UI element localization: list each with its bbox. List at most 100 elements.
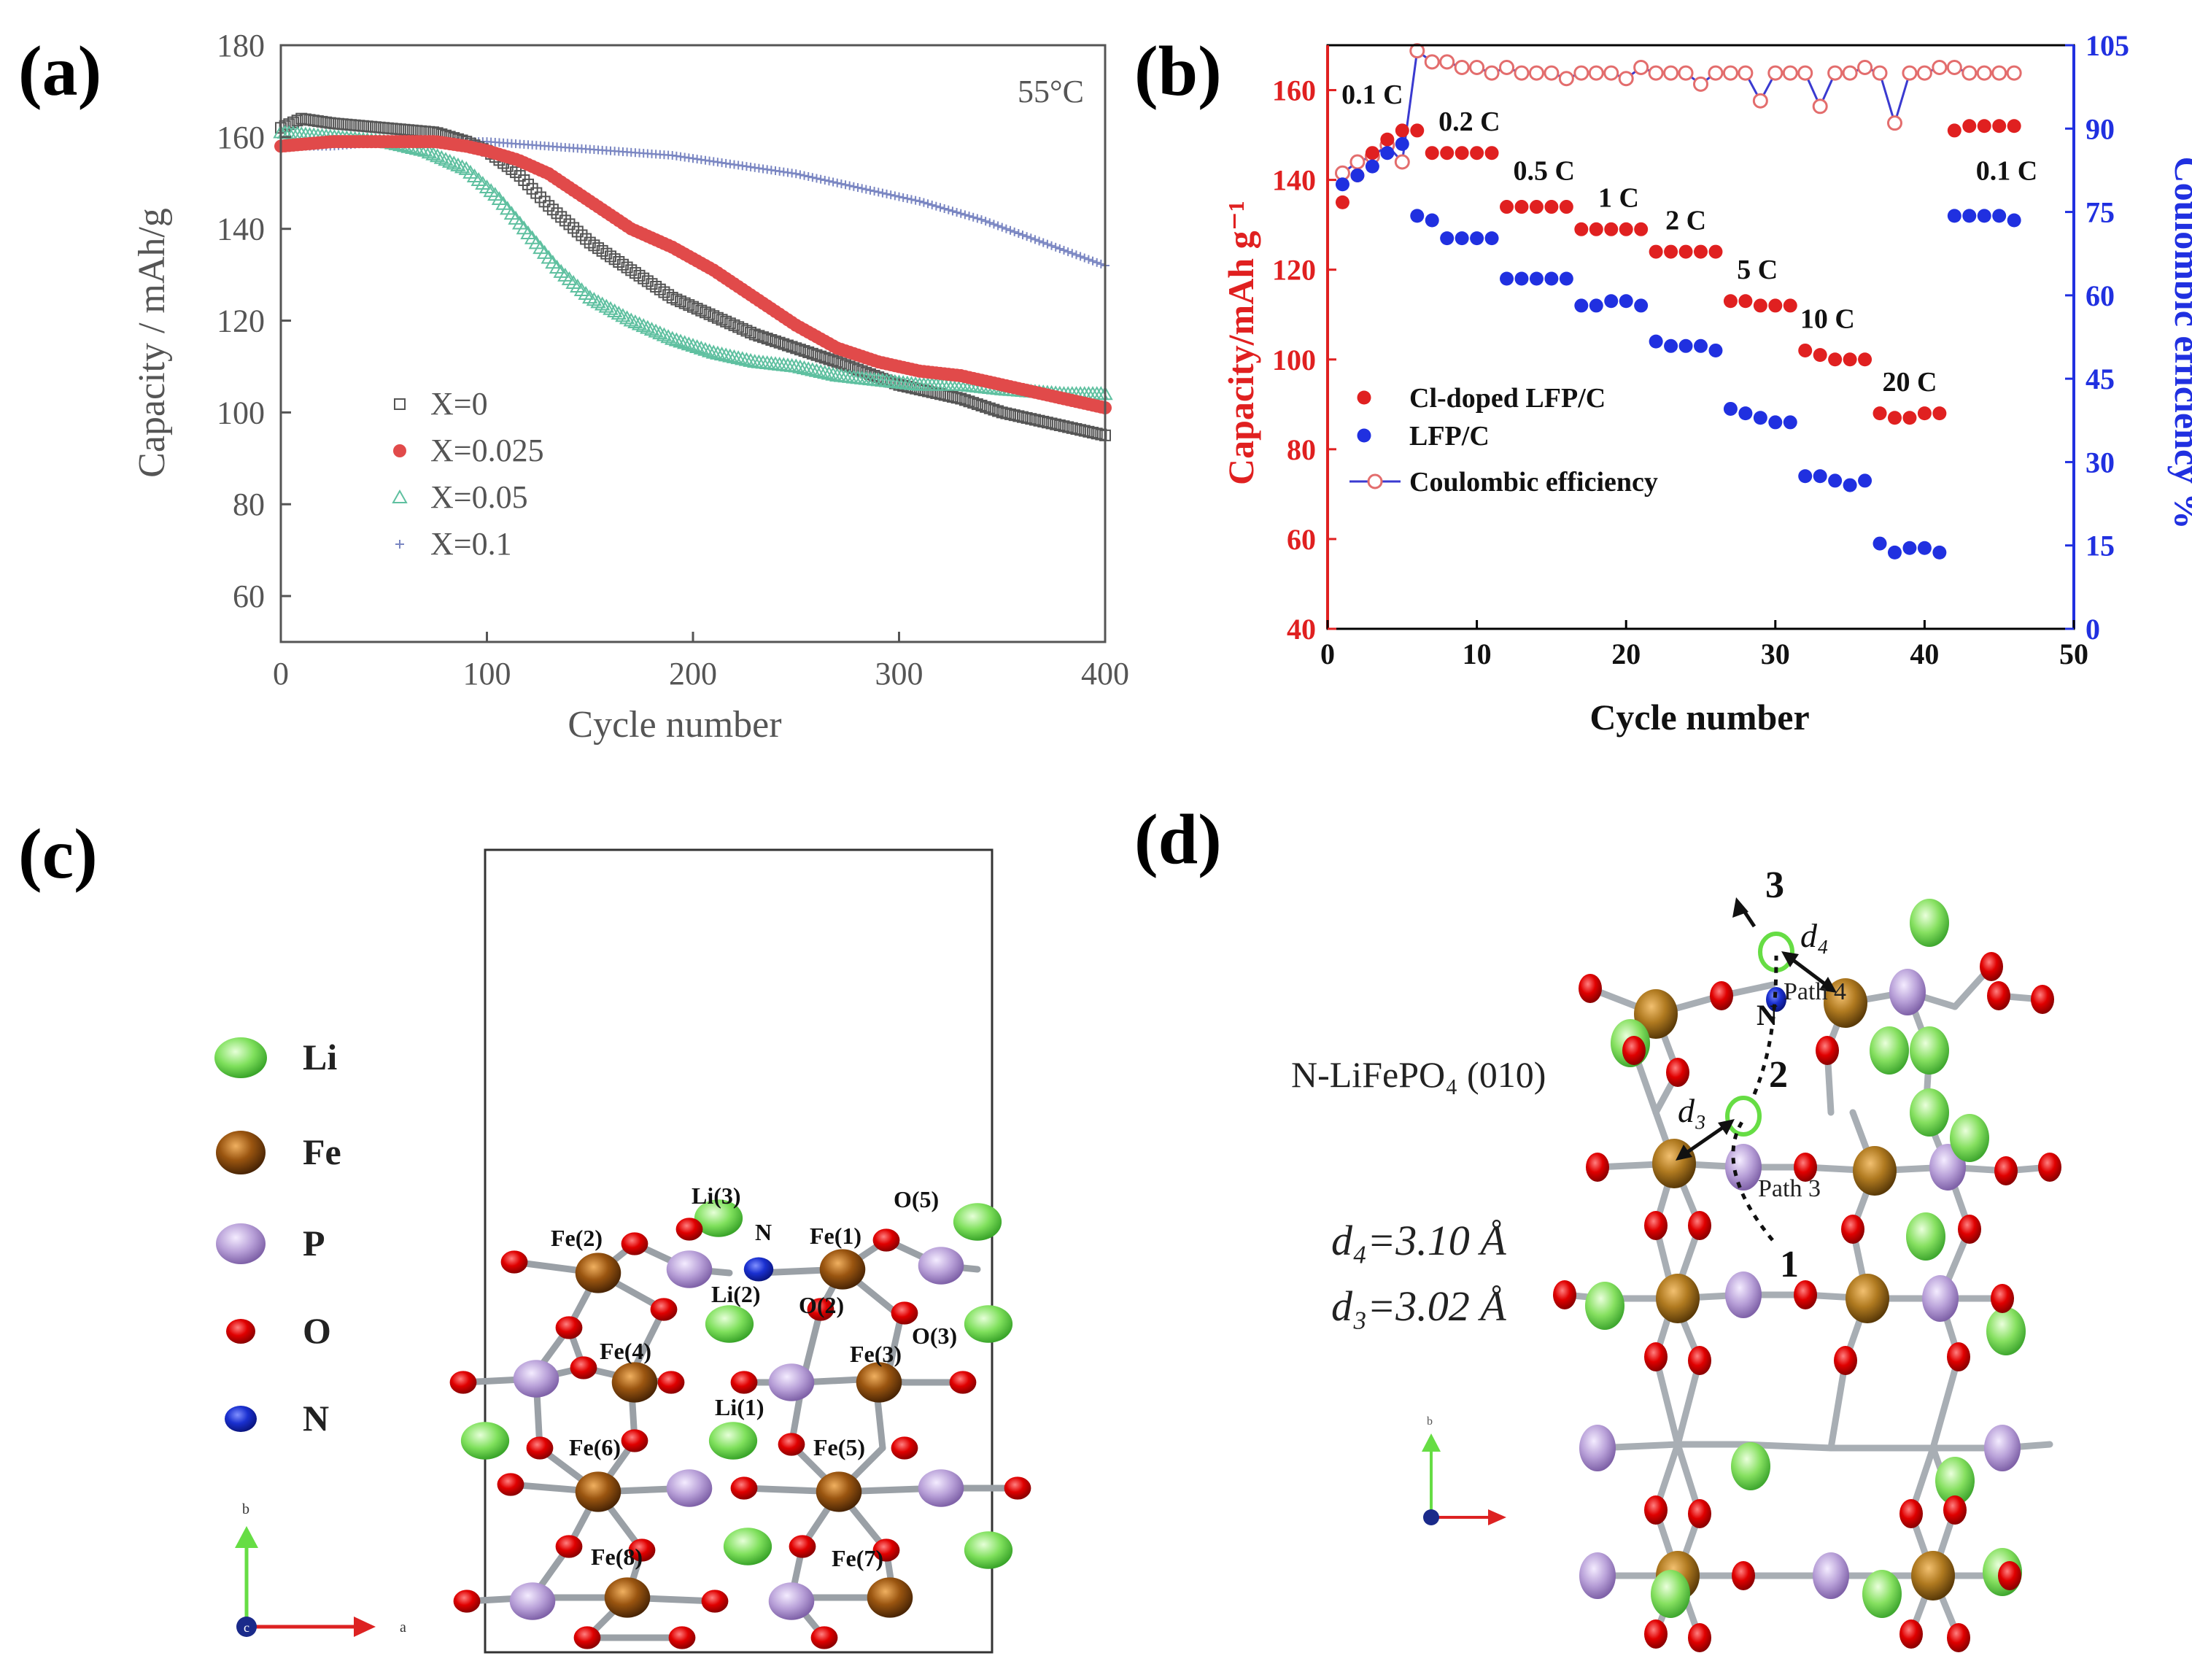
atom-o: [1622, 1036, 1646, 1065]
atom-p: [918, 1247, 964, 1285]
panel-b-label: (b): [1134, 32, 1222, 111]
chart-a-point: [1002, 224, 1011, 233]
chart-a-legend: X=0 X=0.025 X=0.05 X=0.1: [392, 386, 544, 562]
atom-li: [1935, 1457, 1975, 1505]
chart-b-point-lfp: [1887, 545, 1902, 560]
chart-b-xtick-label: 50: [2059, 638, 2088, 670]
chart-a-legend-marker: [395, 540, 404, 549]
chart-a-point: [510, 166, 522, 179]
bond-length-label: d₄: [1800, 917, 1829, 954]
chart-b-point-cl-doped: [1529, 200, 1544, 214]
chart-a-point: [1000, 407, 1012, 419]
chart-b-point-cl-doped: [1843, 352, 1857, 367]
chart-a-point: [786, 341, 798, 353]
chart-a-point: [989, 220, 999, 229]
chart-a-point: [886, 190, 896, 200]
chart-a-point: [757, 331, 770, 344]
chart-a-point: [546, 204, 559, 216]
atom-o: [675, 1218, 703, 1241]
atom-o: [2031, 985, 2054, 1014]
chart-b-y2tick-label: 45: [2086, 363, 2115, 395]
atom-o: [449, 1371, 477, 1394]
chart-a-point: [948, 206, 957, 216]
chart-b-legend-marker: [1357, 428, 1371, 443]
atom-label: O(3): [912, 1323, 957, 1349]
chart-a-xtick-label: 400: [1081, 656, 1129, 692]
chart-a-point: [915, 196, 924, 206]
chart-a-point: [534, 191, 546, 204]
chart-a-point: [967, 397, 980, 409]
chart-b-point-cl-doped: [1768, 298, 1783, 313]
chart-b-point-lfp: [1902, 541, 1917, 555]
path-label: Path 3: [1758, 1175, 1821, 1202]
atom-li: [705, 1305, 754, 1343]
chart-b-point-lfp: [1529, 271, 1544, 286]
chart-b-point-cl-doped: [1977, 119, 1991, 133]
atom-p: [768, 1363, 815, 1401]
atom-label: N: [755, 1219, 772, 1245]
chart-a-point: [812, 174, 821, 183]
chart-a-point: [861, 185, 871, 194]
chart-a-point: [648, 323, 664, 338]
chart-b-point-cl-doped: [1470, 146, 1484, 160]
atom-o: [1644, 1342, 1668, 1371]
chart-a-point: [283, 118, 295, 131]
atom-o: [1004, 1476, 1031, 1500]
atom-o: [2038, 1153, 2061, 1182]
chart-a-point: [450, 157, 466, 171]
chart-b-ce-point: [1902, 65, 1918, 81]
chart-b-ytick-label: 140: [1272, 164, 1316, 197]
chart-a-point: [823, 353, 835, 365]
chart-b-xtick-label: 10: [1463, 638, 1492, 670]
chart-a-point: [975, 399, 988, 411]
chart-a-point: [676, 335, 693, 349]
chart-a-point: [848, 362, 860, 374]
atom-li: [1910, 899, 1949, 947]
chart-b-point-lfp: [1768, 415, 1783, 430]
atom-o: [526, 1436, 554, 1460]
path-4-curve: [1752, 955, 1778, 1095]
chart-b-ce-point: [1932, 59, 1948, 75]
chart-a-point: [726, 349, 743, 363]
panel-c-structure: Li Fe P O N Li(3) N Fe(2) Fe(1) O(5) Li(2) O(2) O(3…: [214, 848, 1031, 1654]
atom-fe: [1656, 1274, 1700, 1323]
chart-b-point-cl-doped: [1738, 294, 1753, 309]
path-3-curve: [1731, 1118, 1774, 1242]
legend-atom-o: [226, 1319, 255, 1344]
chart-a-point: [1092, 258, 1101, 267]
panel-d-title: N-LiFePO₄ (010): [1291, 1054, 1546, 1095]
chart-b-point-cl-doped: [1514, 200, 1529, 214]
atom-o: [1899, 1619, 1923, 1649]
chart-a-xlabel: Cycle number: [568, 704, 781, 746]
chart-a-point: [413, 142, 429, 156]
chart-a-point: [1042, 239, 1052, 249]
atom-o: [1586, 1153, 1609, 1182]
chart-b-point-cl-doped: [1604, 222, 1619, 236]
chart-a-legend-marker: [394, 398, 406, 410]
chart-b-point-lfp: [1858, 473, 1873, 488]
chart-a-point: [825, 366, 841, 381]
chart-b-point-cl-doped: [1484, 146, 1499, 160]
chart-a-point: [815, 350, 827, 363]
distance-d3: d₃=3.02 Å: [1331, 1282, 1506, 1330]
chart-b-y2tick-label: 0: [2086, 613, 2100, 646]
chart-a-point: [1067, 249, 1077, 258]
chart-a: 0 100 200 300 400 60 80 100 120 140 160 180 55°C Cy…: [131, 28, 1129, 746]
chart-a-point: [708, 310, 720, 322]
chart-b-ce-point: [1558, 71, 1574, 87]
chart-a-point: [996, 406, 1008, 419]
bond: [1929, 1353, 1962, 1452]
atom-label: Fe(6): [569, 1434, 621, 1460]
chart-a-ytick-label: 140: [217, 212, 265, 247]
atom-li: [460, 1422, 510, 1460]
site-label: 2: [1769, 1054, 1788, 1096]
chart-a-point: [580, 233, 592, 245]
chart-b-y2tick-label: 15: [2086, 530, 2115, 562]
atom-o: [1987, 981, 2010, 1010]
atom-n: [1766, 987, 1786, 1012]
chart-a-point: [808, 173, 817, 182]
chart-b-ce-point: [1439, 54, 1455, 70]
atom-o: [1794, 1153, 1817, 1182]
chart-b-xtick-label: 20: [1611, 638, 1641, 670]
